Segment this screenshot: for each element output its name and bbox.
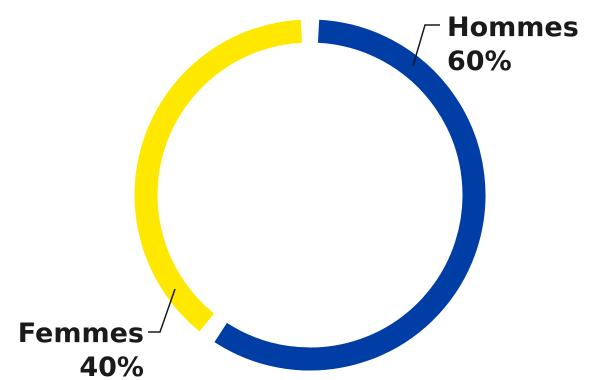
slice-name-femmes: Femmes — [18, 318, 144, 349]
leader-line-hommes — [412, 24, 440, 67]
leader-line-femmes — [148, 288, 176, 333]
donut-slice-hommes — [214, 19, 486, 371]
slice-label-femmes: Femmes 40% — [18, 288, 176, 380]
slice-label-hommes: Hommes 60% — [412, 12, 579, 77]
slice-value-femmes: 40% — [79, 352, 144, 380]
slice-labels: Hommes 60% Femmes 40% — [18, 12, 579, 380]
slice-name-hommes: Hommes — [447, 12, 579, 43]
donut-slices — [134, 19, 486, 371]
donut-slice-femmes — [134, 19, 303, 332]
slice-value-hommes: 60% — [447, 46, 512, 77]
